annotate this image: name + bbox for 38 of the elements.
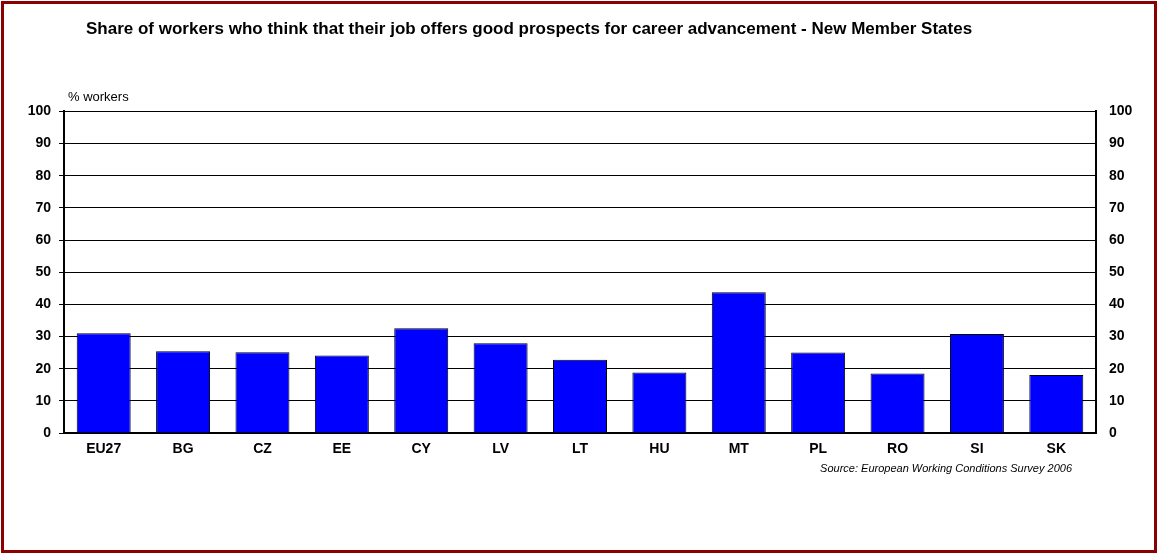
x-tick-label: CY (411, 440, 432, 457)
y-tick-label: 20 (35, 359, 52, 376)
y-tick-label: 0 (43, 423, 52, 440)
x-tick-label: EE (332, 440, 352, 457)
x-tick-label: RO (887, 440, 909, 457)
x-tick-label: LT (571, 440, 589, 457)
source-note: Source: European Working Conditions Survey 2006 (820, 462, 1072, 474)
y2-tick-label: 70 (1109, 198, 1125, 215)
y2-tick-label: 10 (1109, 391, 1125, 408)
y2-tick-label: 40 (1109, 295, 1125, 312)
y2-tick-label: 0 (1109, 423, 1117, 440)
y-tick-label: 40 (35, 295, 52, 312)
x-tick-label: MT (728, 440, 750, 457)
x-tick-label: PL (809, 440, 828, 457)
x-tick-label: SK (1046, 440, 1067, 457)
x-tick-label: SI (970, 440, 984, 457)
y2-tick-label: 90 (1109, 134, 1125, 151)
y2-tick-label: 20 (1109, 359, 1125, 376)
y2-tick-label: 60 (1109, 230, 1125, 247)
x-tick-label: BG (172, 440, 194, 457)
y2-tick-label: 50 (1109, 263, 1125, 280)
chart-title: Share of workers who think that their job offers good prospects for career advancement - New Member States (86, 18, 974, 40)
y-tick-label: 80 (35, 166, 52, 183)
x-tick-label: CZ (253, 440, 273, 457)
x-tick-label: LV (492, 440, 510, 457)
y-tick-label: 10 (35, 391, 52, 408)
x-tick-label: EU27 (86, 440, 122, 457)
x-tick-label: HU (649, 440, 670, 457)
y-tick-label: 90 (35, 134, 52, 151)
y-tick-label: 50 (35, 263, 52, 280)
y-tick-label: 70 (35, 198, 52, 215)
y-tick-label: 30 (35, 327, 52, 344)
y2-tick-label: 100 (1109, 102, 1133, 119)
y2-tick-label: 80 (1109, 166, 1125, 183)
y-axis-title: % workers (68, 89, 129, 104)
y2-tick-label: 30 (1109, 327, 1125, 344)
y-tick-label: 100 (27, 102, 52, 119)
y-tick-label: 60 (35, 230, 52, 247)
